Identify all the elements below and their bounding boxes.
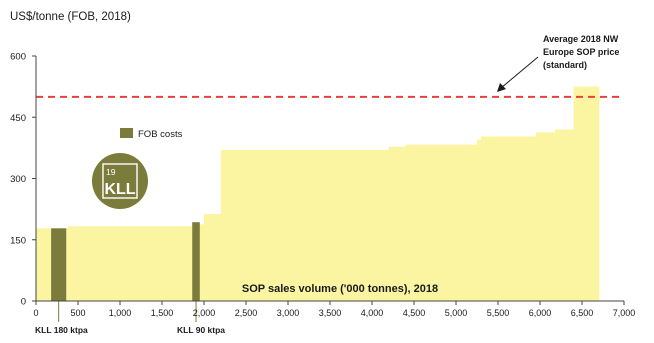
supply-step-7: [405, 144, 478, 301]
x-tick-label: 4,500: [403, 308, 426, 318]
x-tick-label: 6,500: [571, 308, 594, 318]
legend-swatch-fob: [120, 128, 133, 138]
fob-bar-label-2: KLL 90 ktpa: [177, 325, 225, 335]
y-tick-label: 450: [10, 113, 26, 124]
x-tick-label: 4,000: [361, 308, 384, 318]
fob-bar-1: [51, 228, 67, 301]
legend-label-fob: FOB costs: [138, 129, 183, 140]
x-tick-label: 2,500: [235, 308, 258, 318]
supply-step-9: [481, 136, 537, 301]
y-tick-label: 300: [10, 174, 26, 185]
supply-step-11: [555, 129, 575, 301]
supply-step-6: [388, 146, 407, 301]
x-tick-label: 2,000: [193, 308, 216, 318]
supply-step-12: [573, 86, 600, 301]
fob-bars: [51, 222, 200, 322]
annotation-arrow-line: [500, 56, 539, 89]
supply-step-4: [204, 214, 222, 301]
kll-logo: 19 KLL: [92, 153, 148, 209]
y-axis-title: US$/tonne (FOB, 2018): [10, 11, 131, 23]
x-tick-label: 500: [70, 308, 85, 318]
y-tick-label: 600: [10, 52, 26, 63]
y-tick-label: 150: [10, 235, 26, 246]
x-tick-label: 5,000: [445, 308, 468, 318]
x-tick-label: 3,000: [277, 308, 300, 318]
x-tick-label: 1,000: [109, 308, 132, 318]
x-tick-label: 5,500: [487, 308, 510, 318]
x-tick-label: 7,000: [613, 308, 636, 318]
logo-text: KLL: [104, 181, 135, 198]
annotation-arrowhead: [497, 83, 506, 92]
x-tick-label: 6,000: [529, 308, 552, 318]
x-tick-label: 1,500: [151, 308, 174, 318]
logo-circle: [92, 153, 148, 209]
x-axis-title: SOP sales volume ('000 tonnes), 2018: [242, 283, 438, 295]
x-ticks: 0 500 1,000 1,500 2,000 2,500 3,000 3,500 4,000 4…: [33, 301, 635, 318]
supply-step-10: [535, 132, 556, 301]
supply-step-2: [67, 226, 197, 301]
fob-bar-label-1: KLL 180 ktpa: [35, 325, 88, 335]
logo-square: [102, 163, 138, 199]
supply-step-8: [477, 139, 482, 301]
annotation-line-1: Average 2018 NW: [543, 34, 619, 44]
x-tick-label: 0: [33, 308, 38, 318]
y-tick-label: 0: [21, 297, 26, 308]
annotation-line-2: Europe SOP price: [543, 47, 619, 57]
y-ticks: 0 150 300 450 600: [10, 52, 36, 308]
supply-step-5: [220, 149, 390, 301]
x-tick-label: 3,500: [319, 308, 342, 318]
supply-step-3: [195, 224, 205, 301]
supply-curve: [36, 86, 600, 301]
annotation-line-3: (standard): [543, 60, 587, 70]
logo-number: 19: [106, 167, 116, 177]
fob-bar-2: [192, 222, 200, 301]
price-annotation: Average 2018 NW Europe SOP price (standa…: [497, 34, 619, 92]
